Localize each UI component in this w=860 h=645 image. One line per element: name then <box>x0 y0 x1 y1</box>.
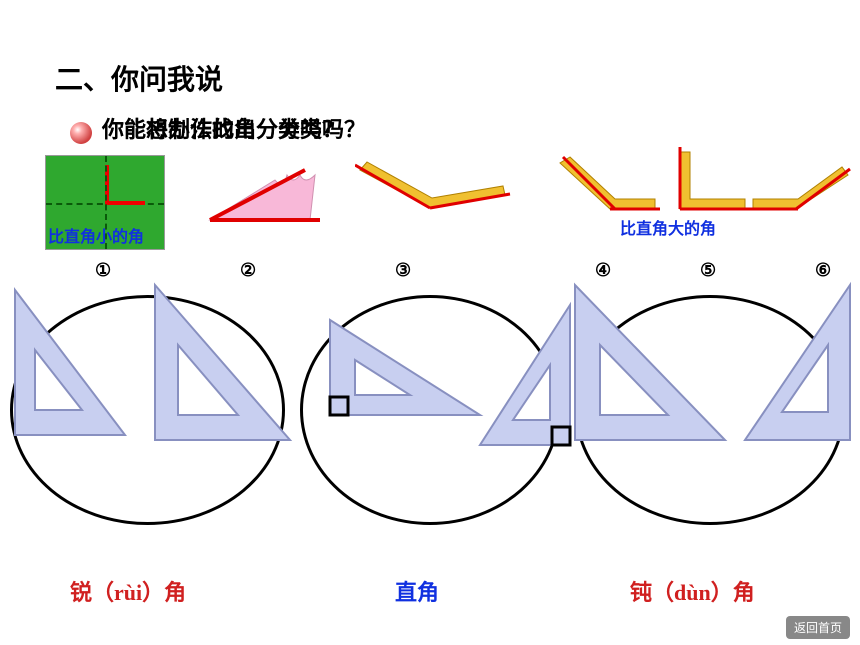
shape-3 <box>355 150 515 225</box>
setsquare-o1 <box>560 275 735 450</box>
caption-right: 比直角大的角 <box>620 215 716 239</box>
question-row: 你能想办法找出分类吗？ 你能将制作的角分分类吗？ <box>70 112 366 144</box>
setsquare-a1 <box>0 275 140 445</box>
return-button[interactable]: 返回首页 <box>786 616 850 639</box>
setsquare-r1 <box>320 310 485 425</box>
shapes-row: 比直角小的角 比直角大的角 ① ② ③ ④ ⑤ ⑥ <box>0 155 860 270</box>
num-6: ⑥ <box>815 260 831 281</box>
num-3: ③ <box>395 260 411 281</box>
label-obtuse: 钝（dùn）角 <box>630 575 755 607</box>
caption-left: 比直角小的角 <box>48 223 144 247</box>
section-title: 二、你问我说 <box>55 58 223 98</box>
title-text: 二、你问我说 <box>55 65 223 96</box>
label-acute: 锐（rùi）角 <box>70 575 186 607</box>
shape-2 <box>205 160 335 235</box>
label-right: 直角 <box>395 575 439 607</box>
bullet-icon <box>70 122 92 144</box>
shape-6 <box>748 147 858 227</box>
question-text: 你能想办法找出分类吗？ 你能将制作的角分分类吗？ <box>102 112 366 144</box>
setsquare-a2 <box>140 275 300 450</box>
setsquare-o2 <box>740 280 860 445</box>
